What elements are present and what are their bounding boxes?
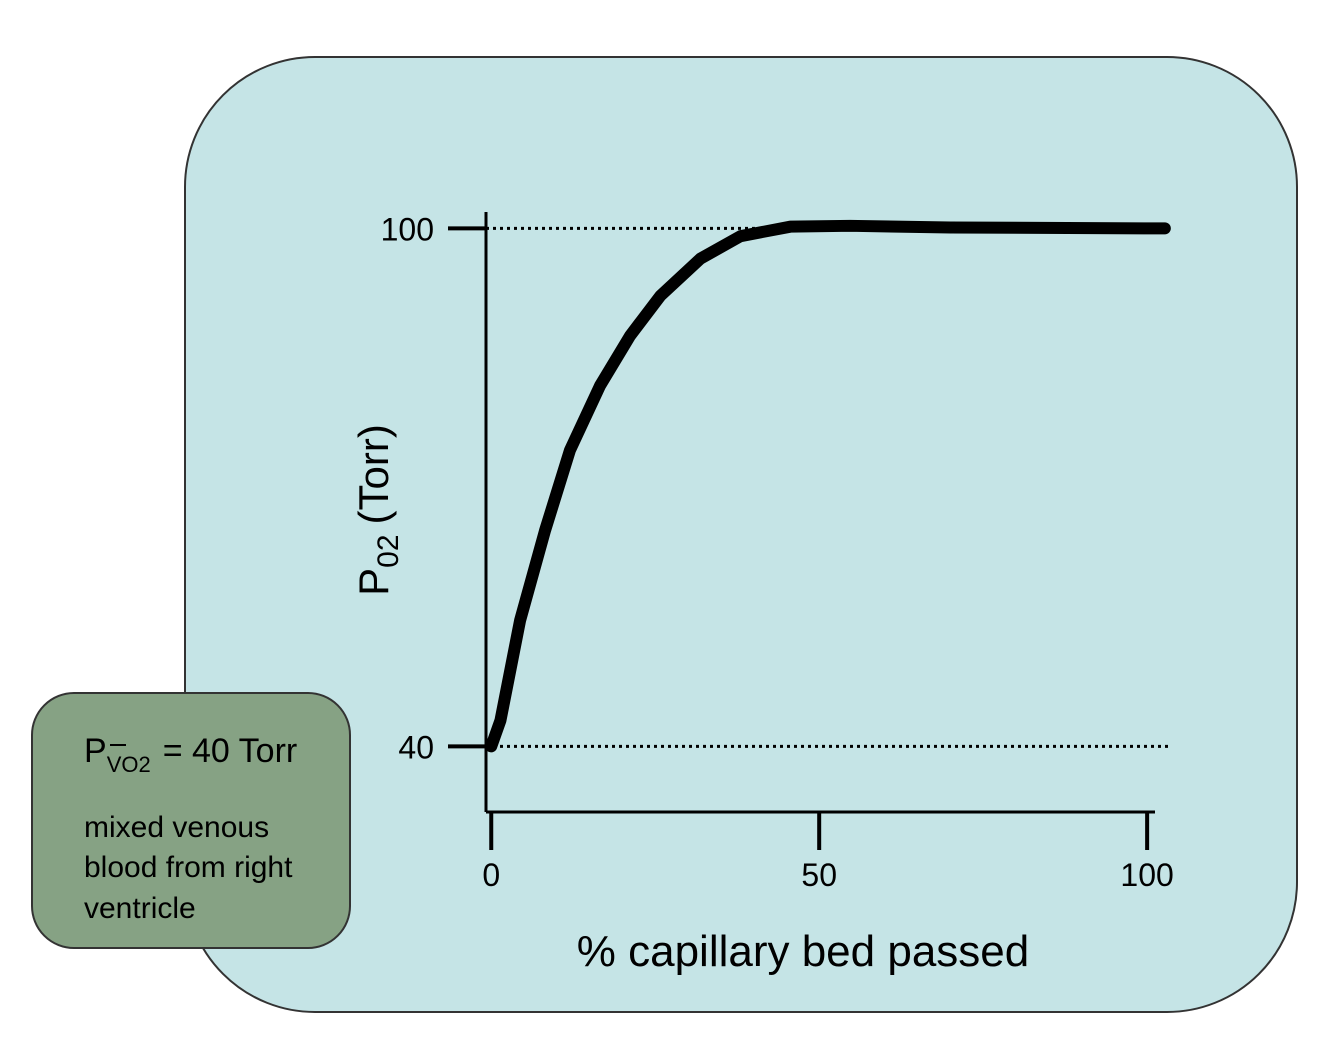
y-label-subscript: 02	[372, 534, 405, 567]
x-tick-label: 0	[482, 857, 500, 893]
annotation-note: mixed venous	[84, 811, 269, 844]
plot-area: 40 100 0 50 100	[381, 211, 1174, 893]
x-axis-label: % capillary bed passed	[577, 927, 1029, 976]
y-tick-label: 100	[381, 211, 434, 247]
annotation-note: ventricle	[84, 892, 196, 925]
x-tick-label: 100	[1120, 857, 1173, 893]
y-label-unit: (Torr)	[350, 424, 397, 524]
annotation-box	[31, 692, 351, 949]
annotation-symbol: P	[84, 732, 107, 770]
annotation-title: PVO2 = 40 Torr	[84, 732, 297, 777]
y-label-symbol: P	[350, 568, 397, 596]
annotation-subscript: VO2	[107, 752, 151, 777]
curve	[485, 219, 1171, 753]
annotation-note: blood from right	[84, 851, 293, 884]
annotation-text: = 40 Torr	[163, 732, 298, 770]
panel	[184, 56, 1298, 1013]
y-tick-label: 40	[398, 729, 434, 765]
x-tick-label: 50	[801, 857, 837, 893]
y-axis-label: P02 (Torr)	[350, 424, 405, 596]
